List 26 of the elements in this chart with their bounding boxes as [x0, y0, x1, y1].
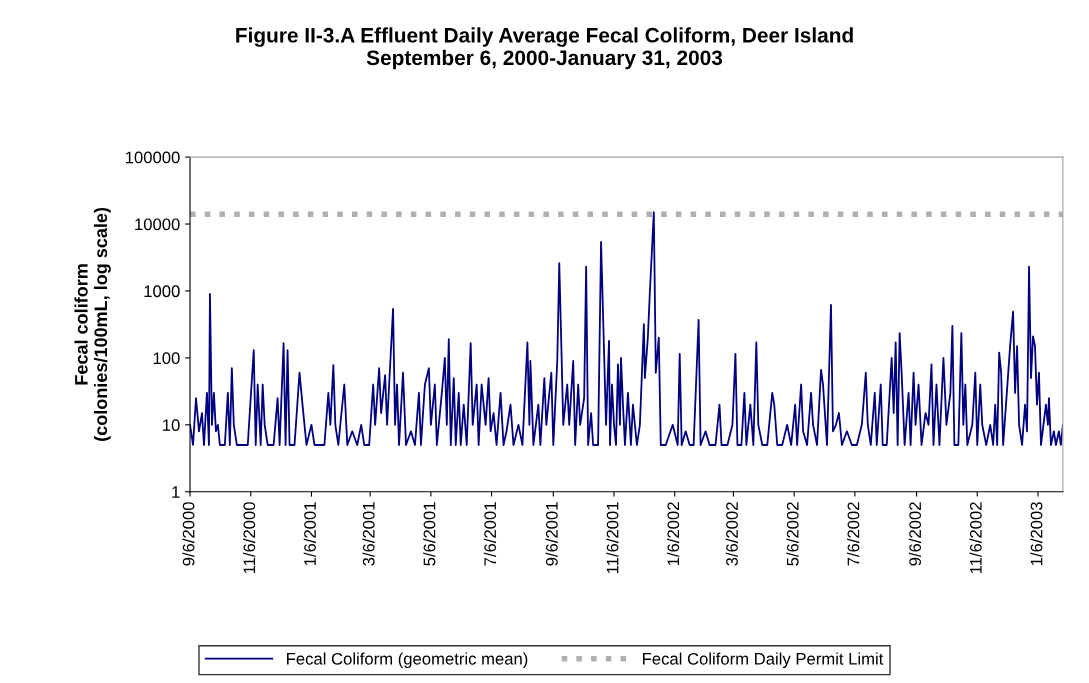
legend-label: Fecal Coliform (geometric mean) — [287, 652, 528, 668]
x-tick-label: 7/6/2001 — [483, 502, 497, 566]
x-tick-label: 1/6/2002 — [666, 502, 680, 566]
y-tick-label: 100000 — [125, 151, 180, 164]
x-tick-label: 11/6/2001 — [606, 502, 619, 574]
x-tick-label: 1/6/2003 — [1030, 502, 1043, 566]
x-tick-label: 5/6/2002 — [786, 502, 799, 566]
x-tick-label: 11/6/2002 — [969, 502, 982, 574]
x-tick-label: 3/6/2001 — [362, 502, 375, 566]
x-tick-label: 9/6/2001 — [545, 502, 558, 566]
x-tick-label: 9/6/2002 — [908, 502, 922, 566]
y-tick-label: 100 — [153, 352, 180, 365]
y-axis-title: Fecal coliform (colonies/100mL, log scale) — [74, 207, 111, 441]
y-tick-label: 10000 — [135, 218, 180, 231]
y-tick-label: 1 — [172, 486, 180, 498]
line-series — [190, 211, 1063, 446]
x-tick-label: 11/6/2000 — [242, 502, 256, 574]
chart-title: Figure II-3.A Effluent Daily Average Fecal Coliform, Deer Island September 6, 2000-January 31, 2003 — [236, 27, 853, 70]
x-tick-label: 3/6/2002 — [725, 502, 738, 566]
y-tick-label: 1000 — [144, 285, 180, 298]
x-tick-label: 1/6/2001 — [303, 502, 316, 566]
x-tick-label: 7/6/2002 — [847, 502, 860, 566]
y-tick-label: 10 — [163, 419, 180, 432]
x-tick-label: 9/6/2000 — [182, 502, 195, 566]
legend-label: Fecal Coliform Daily Permit Limit — [643, 652, 884, 668]
x-tick-label: 5/6/2001 — [423, 502, 436, 566]
